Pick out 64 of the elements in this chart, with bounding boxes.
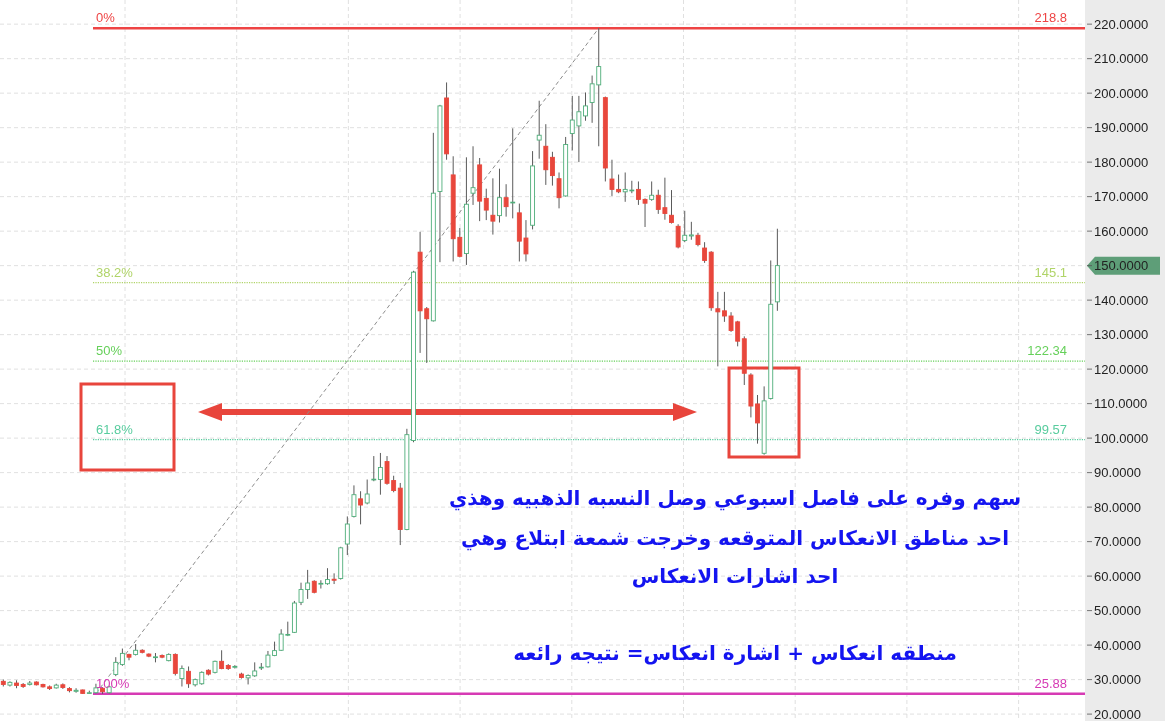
y-tick-label: 70.0000 xyxy=(1094,534,1141,550)
annotation: 50% xyxy=(96,343,123,359)
annotation: 100% xyxy=(96,675,130,691)
candlestick xyxy=(503,183,509,218)
candlestick xyxy=(556,171,562,209)
candlestick xyxy=(186,665,191,689)
annotation: 0% xyxy=(96,10,116,26)
candlestick xyxy=(331,572,337,585)
candlestick xyxy=(490,177,496,236)
y-tick-label: 50.0000 xyxy=(1094,603,1141,619)
candlestick xyxy=(510,127,516,219)
ref-line-label: 99.57 xyxy=(1034,421,1067,437)
candlestick xyxy=(470,145,476,206)
y-tick-label: 90.0000 xyxy=(1094,465,1141,481)
candlestick xyxy=(649,180,655,202)
y-tick-label: 30.0000 xyxy=(1094,672,1141,688)
y-tick-label: 110.0000 xyxy=(1094,396,1148,412)
y-tick-label: 150.0000 xyxy=(1094,258,1149,274)
y-tick-label: 130.0000 xyxy=(1094,327,1149,343)
candlestick xyxy=(377,452,383,496)
y-tick-label: 170.0000 xyxy=(1094,189,1149,205)
candlestick xyxy=(73,687,79,694)
candlestick xyxy=(344,515,350,556)
candlestick xyxy=(669,189,674,225)
candlestick xyxy=(497,168,502,224)
candlestick xyxy=(715,291,721,367)
candlestick xyxy=(364,479,370,505)
y-tick-label: 200.0000 xyxy=(1094,85,1149,101)
y-tick-label: 190.0000 xyxy=(1094,120,1149,136)
y-tick-label: 140.0000 xyxy=(1094,292,1149,308)
y-tick-label: 180.0000 xyxy=(1094,154,1149,170)
y-tick-label: 40.0000 xyxy=(1094,637,1141,653)
candlestick xyxy=(351,484,357,518)
y-tick-label: 20.0000 xyxy=(1094,706,1141,721)
y-tick-label: 120.0000 xyxy=(1094,361,1149,377)
annotation: 61.8% xyxy=(96,421,134,437)
ref-line-label: 122.34 xyxy=(1027,343,1067,359)
candlestick xyxy=(232,664,238,670)
annotation: سهم وفره على فاصل اسبوعي وصل النسبه الذهبيه وهذي xyxy=(448,486,1022,511)
y-tick-label: 210.0000 xyxy=(1094,51,1149,67)
y-tick-label: 220.0000 xyxy=(1094,16,1149,32)
candlestick xyxy=(179,664,185,687)
candlestick xyxy=(172,652,178,676)
y-tick-label: 80.0000 xyxy=(1094,499,1141,515)
y-tick-label: 60.0000 xyxy=(1094,568,1141,584)
candlestick xyxy=(358,490,363,525)
ref-line-label: 218.8 xyxy=(1034,10,1067,26)
candlestick xyxy=(549,151,555,187)
candlestick xyxy=(675,223,681,249)
annotation: احد اشارات الانعكاس xyxy=(631,564,839,588)
ref-line-label: 25.88 xyxy=(1034,675,1067,691)
candlestick xyxy=(702,241,708,264)
y-tick-label: 160.0000 xyxy=(1094,223,1149,239)
y-tick-label: 100.0000 xyxy=(1094,430,1149,446)
candlestick xyxy=(682,210,688,243)
annotation: 38.2% xyxy=(96,264,134,280)
candlestick xyxy=(483,188,489,221)
annotation: منطقه انعكاس + اشارة انعكاس= نتيجه رائعه xyxy=(513,641,957,665)
annotation: احد مناطق الانعكاس المتوقعه وخرجت شمعة ابتلاع وهي xyxy=(460,526,1010,551)
candlestick xyxy=(113,656,119,677)
candlestick xyxy=(371,455,377,482)
ref-line-label: 145.1 xyxy=(1034,264,1067,280)
candlestick xyxy=(543,123,549,186)
candlestick xyxy=(536,100,542,160)
